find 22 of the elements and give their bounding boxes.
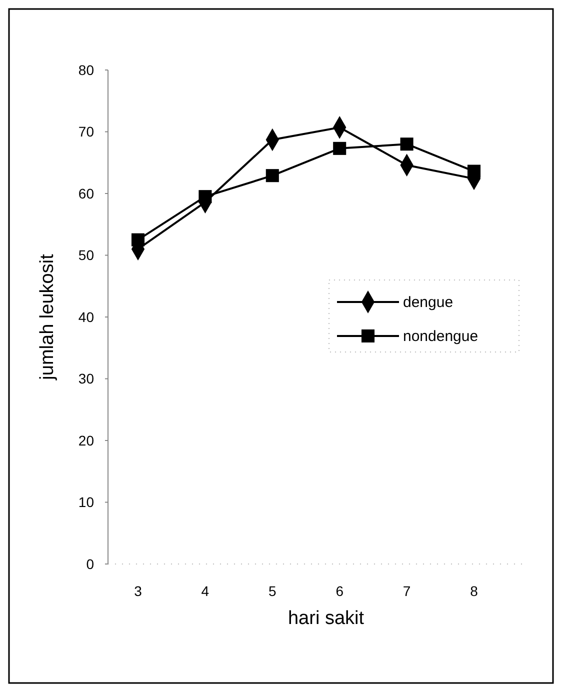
x-tick-label: 4 — [201, 583, 210, 599]
x-tick-label: 7 — [402, 583, 411, 599]
y-tick-label: 20 — [78, 432, 94, 448]
point — [266, 169, 279, 182]
y-axis-title: jumlah leukosit — [37, 253, 58, 381]
y-tick-label: 40 — [78, 308, 94, 325]
y-tick-label: 60 — [78, 185, 94, 202]
y-tick-label: 50 — [78, 247, 94, 264]
point — [333, 142, 346, 155]
y-tick-label: 30 — [78, 370, 94, 387]
y-tick-label: 80 — [78, 62, 94, 78]
x-axis-title: hari sakit — [288, 608, 365, 629]
x-tick-label: 6 — [336, 583, 344, 599]
x-tick-label: 5 — [268, 583, 276, 599]
y-tick-label: 0 — [86, 556, 94, 572]
x-tick-label: 8 — [470, 583, 478, 599]
legend-label: dengue — [403, 294, 454, 312]
x-tick-label: 3 — [134, 583, 142, 599]
legend-label: nondengue — [403, 328, 478, 346]
point — [400, 138, 414, 151]
y-tick-label: 10 — [78, 494, 94, 510]
y-tick-label: 70 — [78, 124, 94, 140]
